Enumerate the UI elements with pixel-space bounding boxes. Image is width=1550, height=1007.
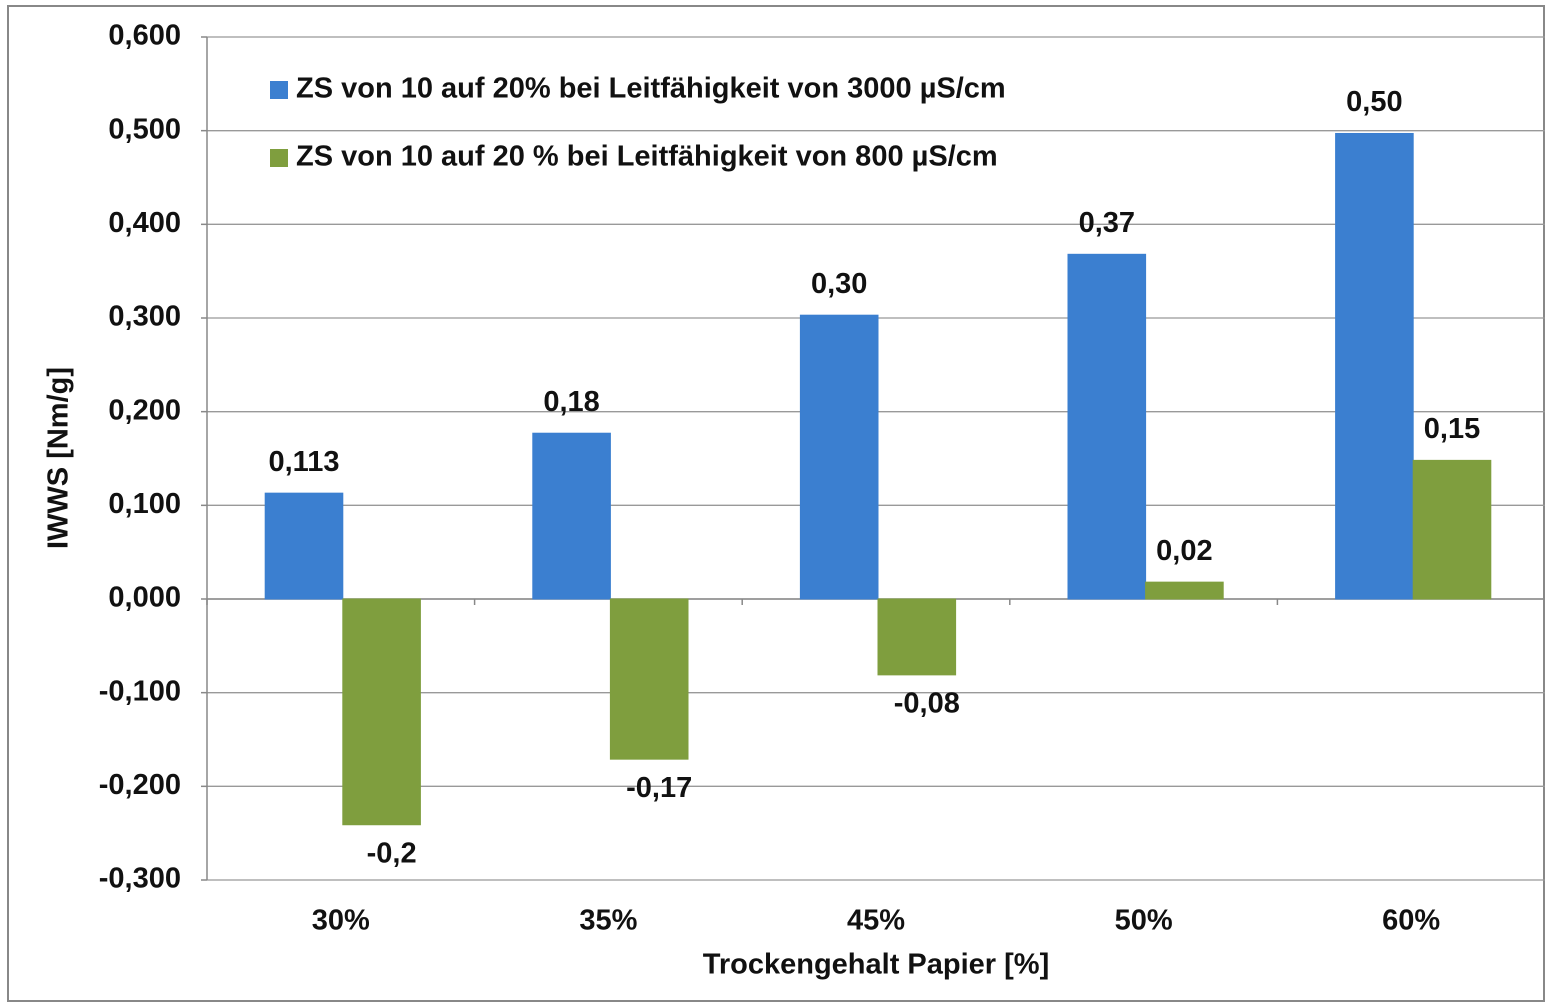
bar: [1067, 253, 1147, 600]
y-tick-label: 0,600: [108, 20, 181, 52]
y-tick-label: -0,100: [99, 675, 181, 707]
y-tick-label: 0,300: [108, 301, 181, 333]
bar: [532, 432, 611, 600]
legend-swatch: [270, 81, 288, 99]
x-axis-title: Trockengehalt Papier [%]: [703, 949, 1050, 981]
legend-swatch: [270, 149, 288, 167]
data-label: -0,17: [626, 772, 692, 804]
bar: [877, 598, 957, 676]
bar: [799, 314, 879, 600]
chart-frame: [7, 5, 1545, 1002]
x-tick-label: 60%: [1382, 905, 1440, 937]
legend-label: ZS von 10 auf 20 % bei Leitfähigkeit von…: [296, 141, 998, 173]
y-tick-label: 0,500: [108, 113, 181, 145]
bar: [264, 492, 344, 600]
bar: [1335, 132, 1414, 600]
x-tick-label: 35%: [579, 905, 637, 937]
data-label: 0,18: [543, 386, 599, 418]
y-axis-title: IWWS [Nm/g]: [43, 367, 75, 549]
legend-label: ZS von 10 auf 20% bei Leitfähigkeit von …: [296, 73, 1006, 105]
x-tick-label: 50%: [1115, 905, 1173, 937]
bar: [1412, 459, 1492, 600]
data-label: 0,15: [1424, 413, 1480, 445]
x-tick-label: 45%: [847, 905, 905, 937]
bar: [342, 598, 421, 826]
data-label: 0,02: [1156, 535, 1212, 567]
x-tick-label: 30%: [312, 905, 370, 937]
data-label: 0,113: [269, 446, 340, 478]
data-label: 0,30: [811, 268, 867, 300]
data-label: 0,37: [1079, 207, 1135, 239]
y-tick-label: 0,400: [108, 207, 181, 239]
y-tick-label: 0,100: [108, 488, 181, 520]
y-tick-label: 0,200: [108, 394, 181, 426]
y-tick-label: -0,300: [99, 863, 181, 895]
bar: [1145, 581, 1224, 600]
data-label: -0,2: [367, 837, 417, 869]
bar: [609, 598, 689, 760]
data-label: -0,08: [894, 688, 960, 720]
y-tick-label: 0,000: [108, 582, 181, 614]
data-label: 0,50: [1346, 86, 1402, 118]
y-tick-label: -0,200: [99, 769, 181, 801]
